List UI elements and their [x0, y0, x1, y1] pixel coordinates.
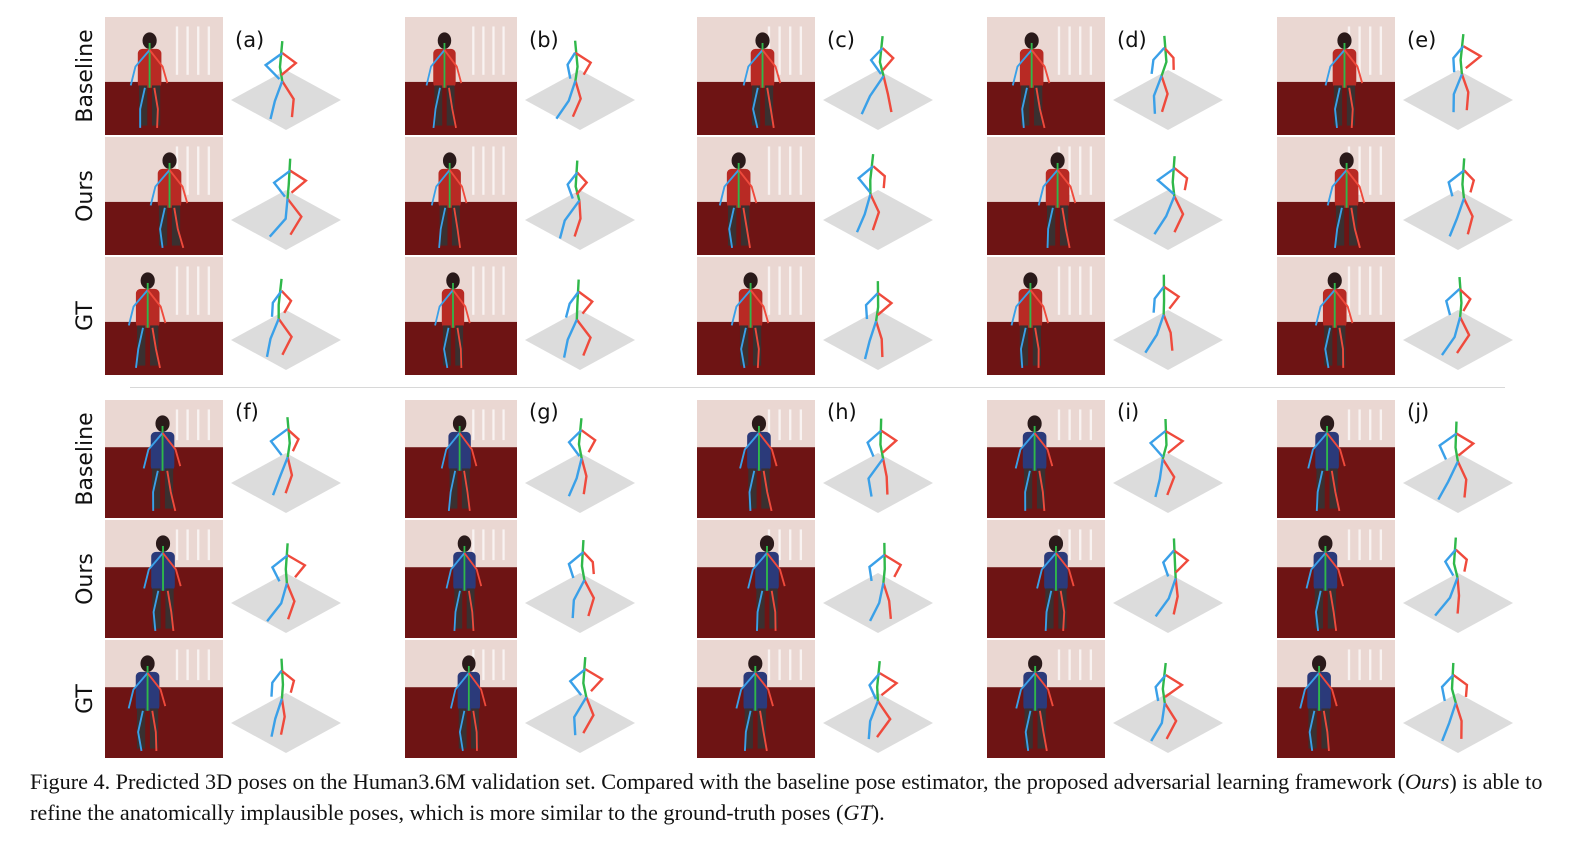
pose-3d-plot: [525, 645, 635, 755]
pose-3d-plot: [823, 405, 933, 515]
photo-thumbnail: [405, 400, 517, 518]
photo-thumbnail: [697, 520, 815, 638]
photo-thumbnail: [987, 17, 1105, 135]
photo-thumbnail: [987, 520, 1105, 638]
photo-thumbnail: [105, 137, 223, 255]
pose-3d-plot: [525, 262, 635, 372]
figure-caption: Figure 4. Predicted 3D poses on the Huma…: [30, 766, 1570, 828]
pose-3d-plot: [1113, 22, 1223, 132]
pose-3d-plot: [525, 525, 635, 635]
panel-label: (j): [1407, 400, 1430, 424]
photo-thumbnail: [405, 520, 517, 638]
photo-thumbnail: [105, 257, 223, 375]
row-label: Ours: [73, 170, 98, 222]
photo-thumbnail: [1277, 640, 1395, 758]
pose-3d-plot: [525, 405, 635, 515]
pose-3d-plot: [823, 142, 933, 252]
photo-thumbnail: [105, 17, 223, 135]
panel-label: (f): [235, 400, 259, 424]
panel-label: (b): [529, 28, 559, 52]
pose-3d-plot: [1113, 405, 1223, 515]
pose-3d-plot: [1403, 142, 1513, 252]
pose-3d-plot: [1113, 645, 1223, 755]
caption-middle: ) is able to refine the anatomically imp…: [30, 769, 1543, 825]
photo-thumbnail: [697, 640, 815, 758]
panel-label: (d): [1117, 28, 1147, 52]
photo-thumbnail: [697, 257, 815, 375]
row-label: Baseline: [73, 412, 98, 506]
pose-3d-plot: [231, 22, 341, 132]
photo-thumbnail: [405, 137, 517, 255]
pose-3d-plot: [1403, 645, 1513, 755]
pose-3d-plot: [1113, 142, 1223, 252]
photo-thumbnail: [1277, 520, 1395, 638]
panel-label: (g): [529, 400, 559, 424]
panel-label: (e): [1407, 28, 1437, 52]
panel-label: (h): [827, 400, 857, 424]
pose-3d-plot: [525, 142, 635, 252]
caption-gt: GT: [843, 800, 872, 825]
photo-thumbnail: [697, 137, 815, 255]
photo-thumbnail: [987, 257, 1105, 375]
photo-thumbnail: [987, 137, 1105, 255]
photo-thumbnail: [987, 640, 1105, 758]
pose-3d-plot: [231, 142, 341, 252]
pose-3d-plot: [1403, 525, 1513, 635]
photo-thumbnail: [105, 520, 223, 638]
photo-thumbnail: [405, 17, 517, 135]
photo-thumbnail: [987, 400, 1105, 518]
pose-3d-plot: [1113, 525, 1223, 635]
pose-3d-plot: [823, 262, 933, 372]
pose-3d-plot: [1403, 405, 1513, 515]
row-label: GT: [73, 301, 98, 331]
photo-thumbnail: [697, 400, 815, 518]
panel-label: (a): [235, 28, 265, 52]
photo-thumbnail: [405, 257, 517, 375]
photo-thumbnail: [105, 400, 223, 518]
photo-thumbnail: [1277, 400, 1395, 518]
panel-label: (i): [1117, 400, 1140, 424]
divider: [130, 387, 1505, 388]
pose-3d-plot: [1403, 22, 1513, 132]
pose-3d-plot: [231, 525, 341, 635]
pose-3d-plot: [525, 22, 635, 132]
pose-3d-plot: [823, 525, 933, 635]
row-label: Baseline: [73, 29, 98, 123]
pose-3d-plot: [1113, 262, 1223, 372]
pose-3d-plot: [231, 645, 341, 755]
row-label: Ours: [73, 553, 98, 605]
pose-3d-plot: [231, 405, 341, 515]
photo-thumbnail: [105, 640, 223, 758]
photo-thumbnail: [1277, 257, 1395, 375]
caption-prefix: Figure 4. Predicted 3D poses on the Huma…: [30, 769, 1405, 794]
photo-thumbnail: [697, 17, 815, 135]
pose-3d-plot: [231, 262, 341, 372]
photo-thumbnail: [405, 640, 517, 758]
row-label: GT: [73, 684, 98, 714]
pose-3d-plot: [823, 645, 933, 755]
caption-suffix: ).: [871, 800, 885, 825]
photo-thumbnail: [1277, 17, 1395, 135]
panel-label: (c): [827, 28, 855, 52]
photo-thumbnail: [1277, 137, 1395, 255]
pose-3d-plot: [1403, 262, 1513, 372]
caption-ours: Ours: [1405, 769, 1450, 794]
pose-3d-plot: [823, 22, 933, 132]
